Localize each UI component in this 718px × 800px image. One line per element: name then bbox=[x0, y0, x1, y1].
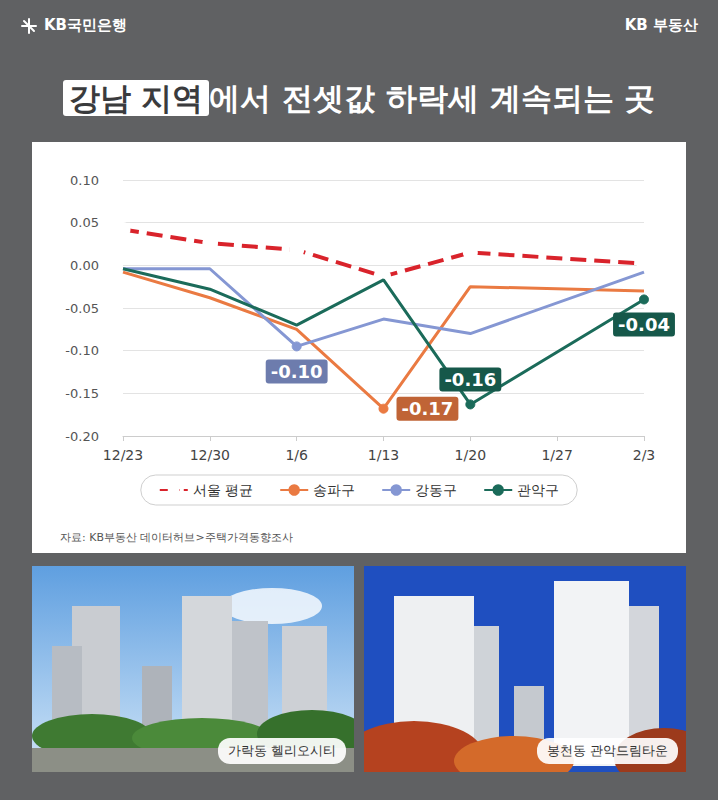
svg-text:강동구: 강동구 bbox=[415, 482, 457, 498]
html-text:봉천동 관악드림타운: 봉천동 관악드림타운 bbox=[546, 743, 668, 758]
svg-text:1/20: 1/20 bbox=[455, 447, 486, 463]
html-text:강남 지역 에서 전셋값 하락세 계속되는 곳: 강남 지역 에서 전셋값 하락세 계속되는 곳 bbox=[68, 80, 656, 116]
svg-text:1/6: 1/6 bbox=[285, 447, 308, 463]
svg-text:-0.17: -0.17 bbox=[402, 398, 454, 419]
svg-text:12/30: 12/30 bbox=[190, 447, 230, 463]
html-text:KB국민은행: KB국민은행 bbox=[44, 16, 128, 34]
svg-text:-0.05: -0.05 bbox=[65, 301, 99, 316]
svg-text:관악구: 관악구 bbox=[517, 482, 559, 498]
svg-text:-0.20: -0.20 bbox=[65, 429, 99, 444]
html-text:가락동 헬리오시티: 가락동 헬리오시티 bbox=[227, 743, 336, 758]
svg-text:-0.10: -0.10 bbox=[271, 361, 323, 382]
svg-text:12/23: 12/23 bbox=[103, 447, 143, 463]
html-text:자료: KB부동산 데이터허브>주택가격동향조사: 자료: KB부동산 데이터허브>주택가격동향조사 bbox=[60, 531, 293, 544]
svg-text:0.05: 0.05 bbox=[70, 215, 99, 230]
svg-text:-0.16: -0.16 bbox=[444, 369, 496, 390]
svg-text:1/13: 1/13 bbox=[368, 447, 399, 463]
svg-text:0.10: 0.10 bbox=[70, 173, 99, 188]
html-text:KB 부동산: KB 부동산 bbox=[624, 16, 698, 34]
svg-text:-0.15: -0.15 bbox=[65, 386, 99, 401]
svg-text:-0.10: -0.10 bbox=[65, 343, 99, 358]
svg-text:-0.04: -0.04 bbox=[618, 314, 670, 335]
svg-text:송파구: 송파구 bbox=[313, 482, 355, 498]
svg-text:2/3: 2/3 bbox=[633, 447, 656, 463]
svg-text:서울 평균: 서울 평균 bbox=[193, 482, 253, 498]
svg-text:1/27: 1/27 bbox=[541, 447, 572, 463]
svg-text:0.00: 0.00 bbox=[70, 258, 99, 273]
